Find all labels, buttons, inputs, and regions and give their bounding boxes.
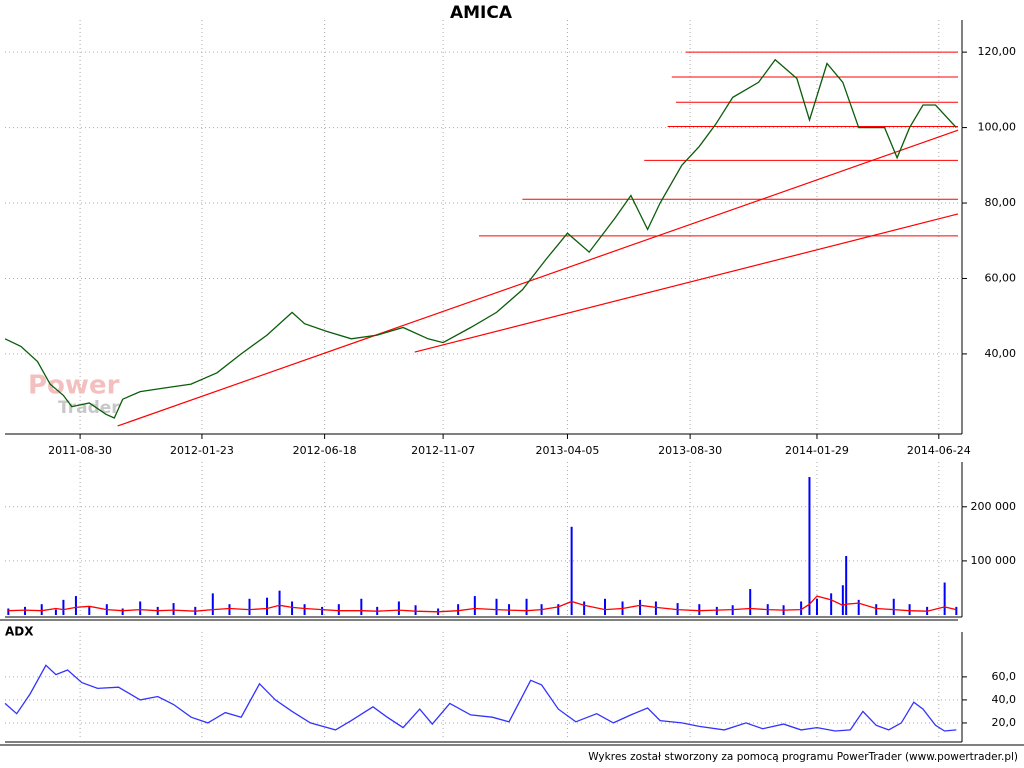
price-line [4, 664, 957, 732]
volume-bar [291, 601, 294, 615]
volume-bar [841, 585, 844, 615]
volume-bar [7, 608, 10, 615]
volume-bar [457, 604, 460, 615]
y-tick-label: 20,0 [992, 716, 1017, 729]
volume-bar [800, 601, 803, 615]
volume-bar [473, 596, 476, 615]
volume-bar [557, 604, 560, 615]
volume-bar [815, 598, 818, 615]
x-tick-label: 2014-06-24 [907, 444, 971, 457]
volume-bar [857, 599, 860, 615]
trend-line [117, 129, 959, 427]
y-tick-label: 60,00 [985, 271, 1017, 284]
volume-bar [54, 609, 57, 615]
volume-average [8, 595, 957, 613]
volume-bar [604, 598, 607, 615]
volume-bar [808, 477, 811, 615]
volume-bar [278, 590, 281, 615]
x-tick-label: 2013-08-30 [658, 444, 722, 457]
y-tick-label: 200 000 [971, 500, 1017, 513]
volume-bar [654, 601, 657, 615]
trend-line [414, 213, 959, 353]
chart-title: AMICA [450, 3, 513, 23]
volume-bar [88, 606, 91, 615]
y-tick-label: 40,00 [985, 347, 1017, 360]
volume-bar [845, 556, 848, 615]
footer: Wykres został stworzony za pomocą progra… [588, 751, 1018, 763]
volume-bar [360, 598, 363, 615]
y-tick-label: 60,0 [992, 670, 1017, 683]
x-tick-label: 2012-06-18 [293, 444, 357, 457]
volume-bar [40, 604, 43, 615]
panel-title: ADX [5, 625, 34, 639]
volume-bar [943, 582, 946, 615]
volume-bar [139, 601, 142, 615]
watermark: Power [28, 371, 120, 401]
volume-bar [321, 606, 324, 615]
x-tick-label: 2011-08-30 [48, 444, 112, 457]
volume-bar [583, 601, 586, 615]
volume-bar [121, 608, 124, 615]
y-tick-label: 120,00 [978, 45, 1017, 58]
y-tick-label: 80,00 [985, 196, 1017, 209]
volume-bar [337, 604, 340, 615]
volume-bar [892, 598, 895, 615]
volume-bar [570, 526, 573, 615]
volume-bar [74, 596, 77, 615]
volume-bar [749, 589, 752, 615]
y-tick-label: 100,00 [978, 121, 1017, 134]
volume-bar [211, 593, 214, 615]
volume-bar [62, 599, 65, 615]
x-tick-label: 2012-11-07 [411, 444, 475, 457]
volume-bar [24, 606, 27, 615]
volume-bar [715, 606, 718, 615]
x-tick-label: 2012-01-23 [170, 444, 234, 457]
volume-bar [266, 597, 269, 615]
volume-bar [172, 603, 175, 615]
volume-bar [248, 598, 251, 615]
y-tick-label: 40,0 [992, 693, 1017, 706]
volume-bar [698, 604, 701, 615]
x-tick-label: 2013-04-05 [535, 444, 599, 457]
volume-bar [875, 604, 878, 615]
volume-bar [303, 604, 306, 615]
volume-bar [525, 598, 528, 615]
volume-bar [397, 601, 400, 615]
x-tick-label: 2014-01-29 [785, 444, 849, 457]
volume-bar [495, 598, 498, 615]
volume-bar [639, 599, 642, 615]
volume-bar [908, 604, 911, 615]
volume-bar [830, 593, 833, 615]
price-line [4, 58, 957, 419]
volume-bar [414, 605, 417, 615]
volume-bar [955, 606, 958, 615]
volume-bar [228, 604, 231, 615]
y-tick-label: 100 000 [971, 554, 1017, 567]
